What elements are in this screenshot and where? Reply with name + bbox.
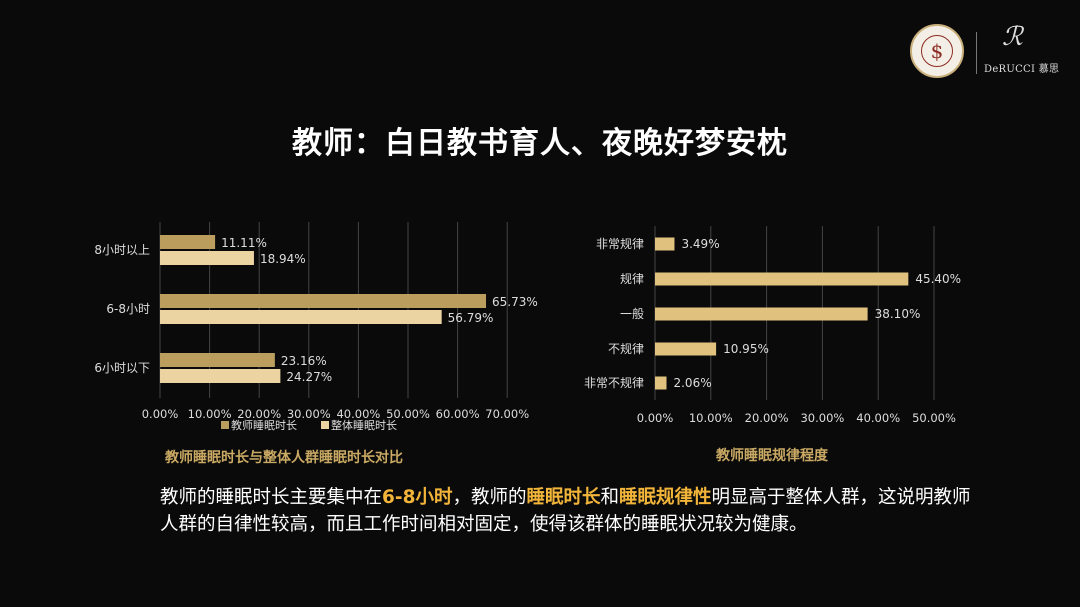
chart2-bar [655,272,909,286]
chart2-bar [655,237,675,251]
summary-text: 教师的睡眠时长主要集中在6-8小时，教师的睡眠时长和睡眠规律性明显高于整体人群，… [160,484,980,538]
chart1-x-tick-label: 0.00% [142,407,179,421]
chart2-data-label: 10.95% [723,342,769,356]
derucci-brand-name: DeRUCCI 慕思 [984,64,1060,75]
chart1-x-tick-label: 70.00% [485,407,529,421]
chart2-x-tick-label: 50.00% [912,411,956,425]
derucci-mark-logo: ℛ [1002,22,1023,52]
chart2-x-tick-label: 10.00% [689,411,733,425]
chart1-data-label: 11.11% [221,236,267,250]
chart2-bar [655,342,717,356]
chart1-x-tick-label: 10.00% [188,407,232,421]
chart2-data-label: 45.40% [915,272,961,286]
chart2-x-tick-label: 30.00% [800,411,844,425]
chart1-bar [160,251,254,265]
chart2-data-label: 38.10% [875,307,921,321]
chart1-legend-swatch [321,421,329,429]
chart1-x-tick-label: 40.00% [336,407,380,421]
summary-highlight-2: 睡眠时长 [526,487,601,508]
chart1-data-label: 56.79% [448,311,494,325]
seal-symbol: $ [921,35,953,67]
chart1-x-tick-label: 50.00% [386,407,430,421]
logo-area: $ ℛ DeRUCCI 慕思 [910,22,1060,82]
chart1-data-label: 18.94% [260,252,306,266]
summary-part-4: 明显高于整体人群，这说明教师人群的自律性较高，而且工作时间相对固定，使得该群体的… [160,487,971,535]
chart1-x-tick-label: 20.00% [237,407,281,421]
chart2-bar [655,376,667,390]
chart2-bar [655,307,868,321]
chart1-caption: 教师睡眠时长与整体人群睡眠时长对比 [165,450,403,466]
page-title: 教师：白日教书育人、夜晚好梦安枕 [292,126,788,161]
chart2-data-label: 3.49% [681,237,719,251]
summary-highlight-3: 睡眠规律性 [619,487,712,508]
chart1-category-label: 6小时以下 [94,361,150,375]
chart1-bar [160,369,281,383]
chart1-data-label: 65.73% [492,295,538,309]
chart2-x-tick-label: 20.00% [745,411,789,425]
chart1-category-label: 8小时以上 [94,243,150,257]
chart1-legend-swatch [221,421,229,429]
chart2-data-label: 2.06% [673,376,711,390]
chart1-data-label: 23.16% [281,354,327,368]
chart1-bar [160,235,216,249]
society-seal-logo: $ [910,24,964,78]
chart1-data-label: 24.27% [286,370,332,384]
chart2-category-label: 非常不规律 [584,375,644,390]
chart2-category-label: 不规律 [608,341,644,356]
chart1-bar [160,353,275,367]
logo-divider [976,32,977,74]
summary-highlight-1: 6-8小时 [382,487,453,508]
chart2-x-tick-label: 0.00% [637,411,674,425]
chart1-legend-label: 教师睡眠时长 [231,419,297,432]
chart1-x-tick-label: 60.00% [436,407,480,421]
chart1-x-tick-label: 30.00% [287,407,331,421]
chart2-x-tick-label: 40.00% [856,411,900,425]
chart2-category-label: 非常规律 [596,236,644,251]
chart1-bar [160,294,487,308]
chart1-bar [160,310,442,324]
chart2-category-label: 一般 [620,306,644,321]
summary-part-2: ，教师的 [452,487,527,508]
chart1-legend-label: 整体睡眠时长 [331,418,397,432]
chart1-category-label: 6-8小时 [106,302,150,316]
chart2-category-label: 规律 [620,271,644,286]
summary-part-1: 教师的睡眠时长主要集中在 [160,487,383,508]
summary-part-3: 和 [600,487,619,508]
chart2-caption: 教师睡眠规律程度 [716,448,828,464]
